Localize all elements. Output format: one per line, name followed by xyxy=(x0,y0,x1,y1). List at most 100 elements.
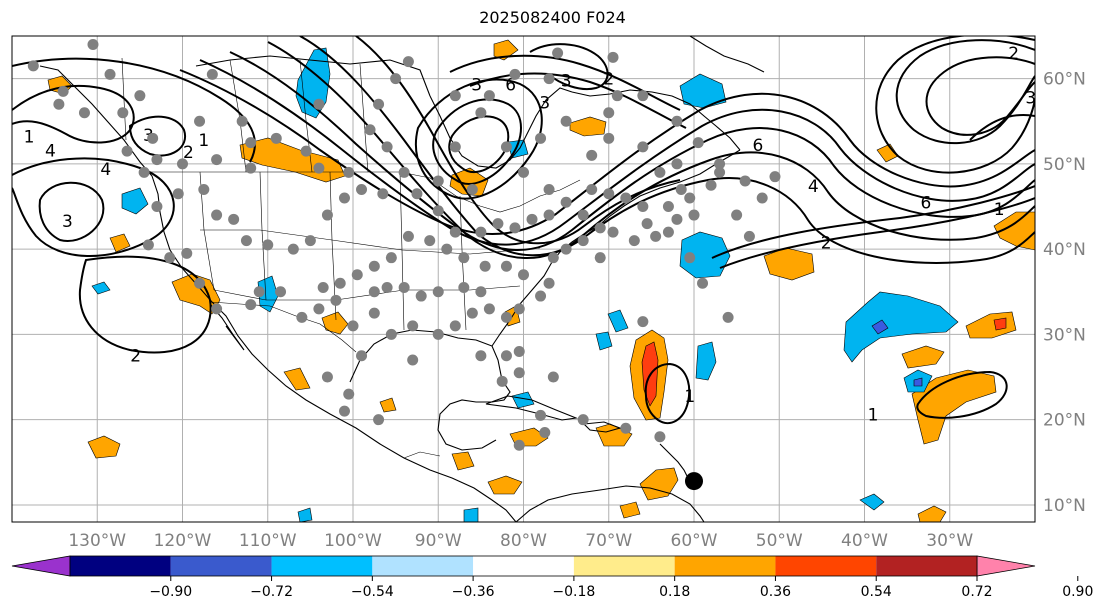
station-dot xyxy=(381,141,393,153)
border-alaska xyxy=(121,57,127,141)
contour-east-1 xyxy=(916,370,1008,419)
colorbar-segment xyxy=(170,556,272,576)
colorbar-tick-label: −0.54 xyxy=(351,584,394,600)
border-us-mexico xyxy=(209,301,357,353)
station-dot xyxy=(756,192,768,204)
station-dot xyxy=(240,235,252,247)
coast-gulf-of-mexico xyxy=(349,329,511,451)
station-dot xyxy=(692,137,704,149)
station-dot xyxy=(518,166,529,178)
contour-label: 4 xyxy=(45,141,56,161)
station-dot xyxy=(547,371,559,383)
coastlines xyxy=(39,36,765,522)
station-dot xyxy=(407,354,419,366)
station-dot xyxy=(543,73,555,85)
border-states-e xyxy=(200,229,541,255)
contour-label: 6 xyxy=(753,136,764,156)
station-dot xyxy=(449,226,461,238)
station-dot xyxy=(321,209,333,221)
station-dot xyxy=(688,209,700,221)
station-dot xyxy=(637,141,649,153)
contour-label: 3 xyxy=(62,212,73,232)
shade-orange-car3 xyxy=(451,451,475,471)
station-dot xyxy=(535,290,547,302)
colorbar-extend-low xyxy=(11,555,71,577)
contour-ne-atlantic-2 xyxy=(925,56,1035,136)
storm-center-marker xyxy=(685,472,703,491)
contour-west-ring-2 xyxy=(38,181,105,242)
station-dot xyxy=(671,213,683,225)
shade-cyan-tx xyxy=(297,507,313,522)
contour-lab-3 xyxy=(529,43,609,90)
shade-orange-labrador xyxy=(569,116,607,137)
station-dot xyxy=(368,260,380,272)
station-dot xyxy=(475,107,487,119)
colorbar-outline xyxy=(69,555,978,577)
station-dot xyxy=(722,311,734,323)
contour-atlantic-jet xyxy=(719,197,1035,269)
station-dot xyxy=(432,175,444,187)
coast-hispaniola xyxy=(582,421,622,433)
contour-label: 6 xyxy=(920,193,931,213)
station-dot xyxy=(483,90,495,102)
station-dot xyxy=(662,226,674,238)
station-dot xyxy=(526,213,538,225)
shade-cyan-mid xyxy=(257,275,279,313)
station-dot xyxy=(172,188,184,200)
coast-cuba xyxy=(485,395,579,421)
station-dot xyxy=(368,286,380,298)
station-dot xyxy=(245,137,257,149)
station-dot xyxy=(134,90,146,102)
shade-orange-canada2 xyxy=(493,39,519,61)
contour-label: 3 xyxy=(539,94,550,114)
coast-west-north-america xyxy=(39,65,517,522)
shade-orange-itcz2 xyxy=(619,501,641,519)
station-dot xyxy=(603,132,615,144)
station-dot xyxy=(637,90,649,102)
station-dot xyxy=(543,209,555,221)
contour-label: 2 xyxy=(821,233,832,253)
station-dot xyxy=(475,286,487,298)
station-dot xyxy=(343,166,355,178)
shade-cyan-east1 xyxy=(843,291,959,363)
lat-tick-label: 30°N xyxy=(1043,325,1086,345)
station-dot xyxy=(53,98,65,110)
station-dot xyxy=(211,303,223,315)
station-dot xyxy=(356,350,368,362)
station-dot xyxy=(194,115,206,127)
lat-tick-label: 40°N xyxy=(1043,240,1086,260)
station-dot xyxy=(385,328,397,340)
station-dot xyxy=(607,226,619,238)
contour-trough-1 xyxy=(179,69,1035,235)
station-dot xyxy=(586,149,598,161)
coast-baja xyxy=(209,303,245,351)
longitude-labels: 130°W 120°W 110°W 100°W 90°W 80°W 70°W 60°W 50°W… xyxy=(68,531,973,551)
shade-cyan-fl xyxy=(511,391,535,409)
shade-blue-east2 xyxy=(913,377,923,387)
station-dot xyxy=(313,98,325,110)
contour-pac-low xyxy=(78,255,212,354)
lon-tick-label: 50°W xyxy=(756,531,803,551)
station-dot xyxy=(151,154,163,166)
colorbar-tick-label: 0.18 xyxy=(659,584,690,600)
contour-trough-3 xyxy=(229,51,1035,251)
station-dot xyxy=(513,303,525,315)
shade-orange-car4 xyxy=(487,475,523,495)
lat-tick-label: 10°N xyxy=(1043,496,1086,516)
station-dot xyxy=(539,426,551,438)
station-dot xyxy=(714,166,726,178)
shade-cyan-sub2 xyxy=(595,331,613,351)
station-dot xyxy=(313,162,325,174)
colorbar-segment xyxy=(775,556,877,576)
coast-hudson-bay xyxy=(429,87,573,169)
shade-orange-east5 xyxy=(917,505,947,522)
shade-cyan-sub3 xyxy=(695,341,717,381)
station-dot xyxy=(398,166,410,178)
colorbar-tick-label: 0.54 xyxy=(861,584,892,600)
station-dot xyxy=(228,213,240,225)
station-dot xyxy=(509,222,521,234)
lat-tick-label: 20°N xyxy=(1043,411,1086,431)
station-dot xyxy=(142,239,154,251)
contour-label: 1 xyxy=(24,128,35,148)
station-dot xyxy=(296,311,308,323)
